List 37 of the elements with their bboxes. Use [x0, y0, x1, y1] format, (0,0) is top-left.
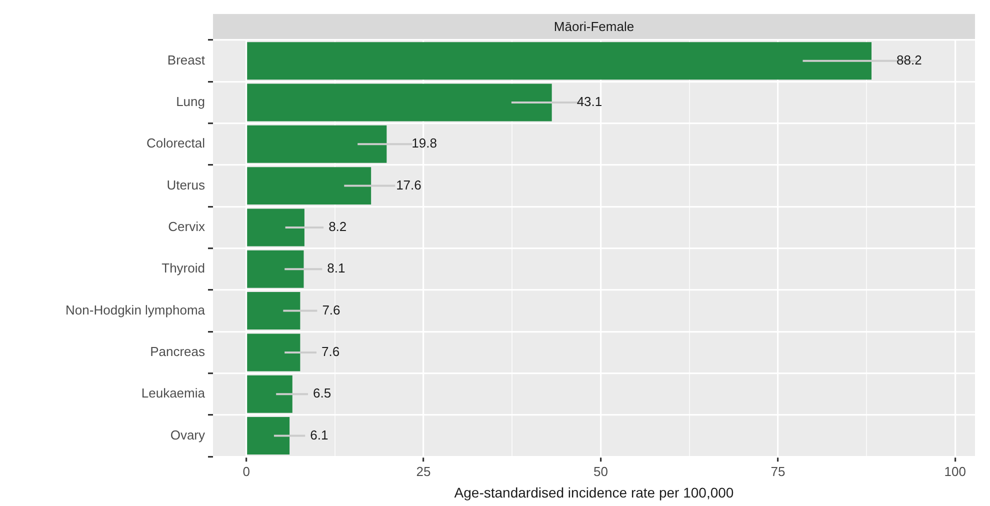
bar [247, 42, 872, 80]
y-tick-label: Uterus [166, 177, 206, 192]
data-label: 43.1 [576, 94, 602, 110]
data-label: 7.6 [321, 344, 340, 360]
y-tick-label: Leukaemia [141, 386, 206, 401]
bar [247, 250, 304, 288]
x-tick-label: 50 [594, 464, 608, 479]
y-tick-label: Thyroid [162, 260, 205, 276]
data-label: 8.1 [327, 260, 346, 276]
y-tick-label: Lung [176, 94, 205, 110]
y-tick-label: Ovary [170, 427, 206, 442]
bar [247, 84, 552, 122]
data-label: 19.8 [412, 136, 437, 151]
x-tick-label: 75 [770, 464, 786, 479]
bar [247, 125, 387, 163]
x-tick-label: 25 [416, 464, 431, 479]
bar [247, 417, 290, 455]
bar [247, 375, 292, 413]
x-tick-label: 0 [242, 464, 250, 479]
y-tick-label: Colorectal [146, 136, 206, 151]
data-label: 88.2 [896, 52, 922, 68]
bar [247, 334, 300, 372]
y-tick-label: Cervix [168, 219, 206, 234]
bar [247, 167, 372, 205]
y-tick-label: Non-Hodgkin lymphoma [66, 302, 206, 318]
data-label: 17.6 [396, 177, 422, 192]
data-label: 6.1 [310, 427, 328, 442]
x-tick-label: 100 [944, 464, 966, 479]
y-tick-label: Pancreas [150, 344, 206, 360]
bar [247, 208, 304, 246]
data-label: 7.6 [322, 302, 340, 318]
y-tick-label: Breast [167, 52, 206, 68]
data-label: 8.2 [328, 219, 347, 234]
chart-title: Māori-Female [213, 14, 975, 40]
x-axis-title: Age-standardised incidence rate per 100,000 [454, 484, 734, 500]
data-label: 6.5 [312, 386, 332, 401]
bar [247, 292, 300, 330]
